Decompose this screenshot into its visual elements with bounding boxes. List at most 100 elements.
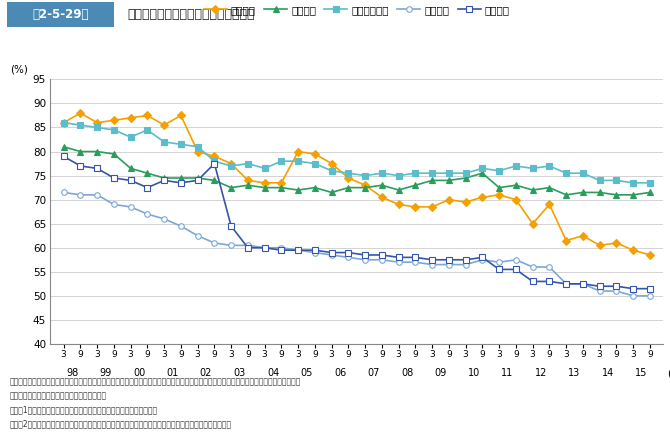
第二地方銀行 xyxy=(361,173,369,178)
都市銀行 xyxy=(462,199,470,205)
都市銀行 xyxy=(311,151,319,157)
地方銀行 xyxy=(311,185,319,190)
Line: 第二地方銀行: 第二地方銀行 xyxy=(61,120,653,186)
信用組合 xyxy=(596,284,604,289)
信用組合 xyxy=(395,255,403,260)
都市銀行 xyxy=(194,149,202,154)
都市銀行 xyxy=(344,176,352,181)
第二地方銀行 xyxy=(411,171,419,176)
信用組合 xyxy=(579,281,587,287)
信用組合 xyxy=(311,247,319,253)
地方銀行 xyxy=(244,183,252,188)
Line: 都市銀行: 都市銀行 xyxy=(61,110,653,258)
信用組合 xyxy=(445,257,453,262)
第二地方銀行 xyxy=(277,158,285,164)
都市銀行 xyxy=(445,197,453,202)
第二地方銀行 xyxy=(596,178,604,183)
信用金庫 xyxy=(462,262,470,267)
地方銀行 xyxy=(512,183,520,188)
第二地方銀行 xyxy=(210,158,218,164)
地方銀行 xyxy=(110,151,118,157)
Text: 01: 01 xyxy=(166,368,179,378)
都市銀行 xyxy=(244,178,252,183)
Text: 04: 04 xyxy=(267,368,279,378)
信用金庫 xyxy=(328,252,336,258)
信用金庫 xyxy=(311,250,319,255)
信用組合 xyxy=(646,286,654,292)
信用組合 xyxy=(344,250,352,255)
信用金庫 xyxy=(143,211,151,217)
都市銀行 xyxy=(529,221,537,226)
Text: 10: 10 xyxy=(468,368,480,378)
第二地方銀行 xyxy=(194,144,202,149)
都市銀行 xyxy=(160,123,168,128)
信用組合 xyxy=(110,176,118,181)
第二地方銀行 xyxy=(629,180,637,186)
第二地方銀行 xyxy=(562,171,570,176)
信用組合 xyxy=(411,255,419,260)
都市銀行 xyxy=(127,115,135,120)
Text: 08: 08 xyxy=(401,368,413,378)
第二地方銀行 xyxy=(160,139,168,145)
都市銀行 xyxy=(227,161,235,166)
都市銀行 xyxy=(395,202,403,207)
Line: 信用組合: 信用組合 xyxy=(61,153,653,292)
地方銀行 xyxy=(177,176,185,181)
第二地方銀行 xyxy=(445,171,453,176)
信用金庫 xyxy=(261,245,269,250)
Text: 99: 99 xyxy=(99,368,112,378)
地方銀行 xyxy=(127,166,135,171)
第二地方銀行 xyxy=(76,123,84,128)
信用金庫 xyxy=(545,264,553,269)
地方銀行 xyxy=(328,190,336,195)
Text: 金融機関の業態別に見た預貸率の推移: 金融機関の業態別に見た預貸率の推移 xyxy=(127,8,255,21)
Text: 資料：全国銀行協会「全国銀行預金・貸出金速報」、信金中金地域・中小企業研究所「信用金庫統計編」、全国信用組合中央協会「全国信用: 資料：全国銀行協会「全国銀行預金・貸出金速報」、信金中金地域・中小企業研究所「信… xyxy=(10,377,302,386)
Text: （注）1．貸出残高とは、各金融機関の銀行勘定貸出残高金額である。: （注）1．貸出残高とは、各金融機関の銀行勘定貸出残高金額である。 xyxy=(10,405,158,414)
地方銀行 xyxy=(143,171,151,176)
信用金庫 xyxy=(529,264,537,269)
信用金庫 xyxy=(395,260,403,265)
Legend: 都市銀行, 地方銀行, 第二地方銀行, 信用金庫, 信用組合: 都市銀行, 地方銀行, 第二地方銀行, 信用金庫, 信用組合 xyxy=(204,5,510,15)
Text: (年): (年) xyxy=(667,368,670,378)
地方銀行 xyxy=(462,176,470,181)
Text: 2．預金残高とは、各金融機関の銀行勘定預金残高＋譲渡性預金残高＋債権残高の合計金額である。: 2．預金残高とは、各金融機関の銀行勘定預金残高＋譲渡性預金残高＋債権残高の合計金… xyxy=(10,419,232,428)
Text: 組合主要勘定」より、中小企業庁作成。: 組合主要勘定」より、中小企業庁作成。 xyxy=(10,391,107,400)
地方銀行 xyxy=(93,149,101,154)
信用組合 xyxy=(177,180,185,186)
都市銀行 xyxy=(76,110,84,116)
Line: 地方銀行: 地方銀行 xyxy=(61,144,653,198)
第二地方銀行 xyxy=(462,171,470,176)
第二地方銀行 xyxy=(529,166,537,171)
信用金庫 xyxy=(194,233,202,239)
地方銀行 xyxy=(545,185,553,190)
地方銀行 xyxy=(478,171,486,176)
信用金庫 xyxy=(495,260,503,265)
信用金庫 xyxy=(76,192,84,198)
第二地方銀行 xyxy=(177,142,185,147)
地方銀行 xyxy=(227,185,235,190)
都市銀行 xyxy=(110,118,118,123)
信用金庫 xyxy=(294,247,302,253)
都市銀行 xyxy=(261,180,269,186)
地方銀行 xyxy=(445,178,453,183)
地方銀行 xyxy=(277,185,285,190)
第二地方銀行 xyxy=(378,171,386,176)
都市銀行 xyxy=(60,120,68,125)
都市銀行 xyxy=(646,252,654,258)
信用金庫 xyxy=(562,281,570,287)
地方銀行 xyxy=(194,176,202,181)
第二地方銀行 xyxy=(512,163,520,168)
第二地方銀行 xyxy=(143,127,151,133)
信用組合 xyxy=(194,178,202,183)
Text: 02: 02 xyxy=(200,368,212,378)
信用金庫 xyxy=(361,257,369,262)
Text: 15: 15 xyxy=(635,368,648,378)
都市銀行 xyxy=(361,183,369,188)
信用金庫 xyxy=(244,243,252,248)
Text: 06: 06 xyxy=(334,368,346,378)
第二地方銀行 xyxy=(395,173,403,178)
信用組合 xyxy=(60,154,68,159)
Text: 12: 12 xyxy=(535,368,547,378)
第二地方銀行 xyxy=(646,180,654,186)
信用金庫 xyxy=(344,255,352,260)
